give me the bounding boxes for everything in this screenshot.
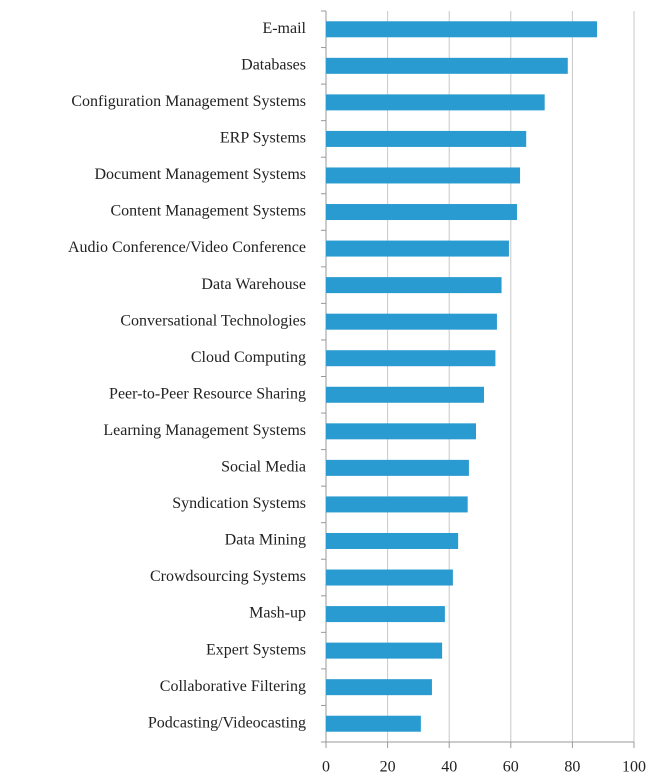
y-tick-label: Podcasting/Videocasting bbox=[148, 714, 306, 731]
x-tick-label: 0 bbox=[322, 759, 330, 776]
y-tick-label: Content Management Systems bbox=[110, 203, 306, 220]
x-tick-label: 40 bbox=[441, 759, 457, 776]
bar bbox=[326, 715, 421, 732]
bar bbox=[326, 277, 502, 294]
y-tick-label: Syndication Systems bbox=[172, 495, 306, 512]
x-tick-label: 60 bbox=[503, 759, 519, 776]
bar bbox=[326, 94, 545, 111]
y-tick-label: Cloud Computing bbox=[191, 349, 306, 366]
bar bbox=[326, 642, 443, 659]
bar bbox=[326, 679, 432, 696]
y-tick-label: Learning Management Systems bbox=[103, 422, 306, 439]
y-tick-label: Expert Systems bbox=[206, 641, 306, 658]
bar bbox=[326, 21, 598, 38]
bar bbox=[326, 569, 453, 586]
y-tick-label: Databases bbox=[241, 56, 306, 73]
y-tick-label: Social Media bbox=[221, 459, 306, 476]
bar bbox=[326, 386, 485, 403]
bar bbox=[326, 240, 509, 257]
y-tick-label: Crowdsourcing Systems bbox=[150, 568, 306, 585]
y-tick-label: Data Mining bbox=[225, 532, 306, 549]
y-tick-label: Mash-up bbox=[249, 605, 306, 622]
bar bbox=[326, 167, 521, 184]
bar bbox=[326, 459, 469, 476]
y-tick-label: Document Management Systems bbox=[94, 166, 306, 183]
bar bbox=[326, 130, 527, 147]
bar bbox=[326, 532, 459, 549]
x-tick-label: 100 bbox=[622, 759, 646, 776]
bar bbox=[326, 57, 568, 74]
x-tick-label: 80 bbox=[564, 759, 580, 776]
y-tick-label: E-mail bbox=[262, 20, 306, 37]
y-tick-label: Audio Conference/Video Conference bbox=[68, 239, 306, 256]
bar bbox=[326, 496, 468, 513]
y-tick-label: Collaborative Filtering bbox=[160, 678, 306, 695]
y-tick-label: Configuration Management Systems bbox=[71, 93, 306, 110]
y-tick-label: Data Warehouse bbox=[201, 276, 306, 293]
x-tick-label: 20 bbox=[380, 759, 396, 776]
bar bbox=[326, 350, 496, 367]
bar bbox=[326, 423, 476, 440]
y-tick-label: Peer-to-Peer Resource Sharing bbox=[109, 385, 306, 402]
y-tick-label: ERP Systems bbox=[220, 130, 306, 147]
bar bbox=[326, 313, 497, 330]
bar bbox=[326, 606, 445, 623]
y-tick-label: Conversational Technologies bbox=[120, 312, 306, 329]
bar bbox=[326, 204, 517, 221]
